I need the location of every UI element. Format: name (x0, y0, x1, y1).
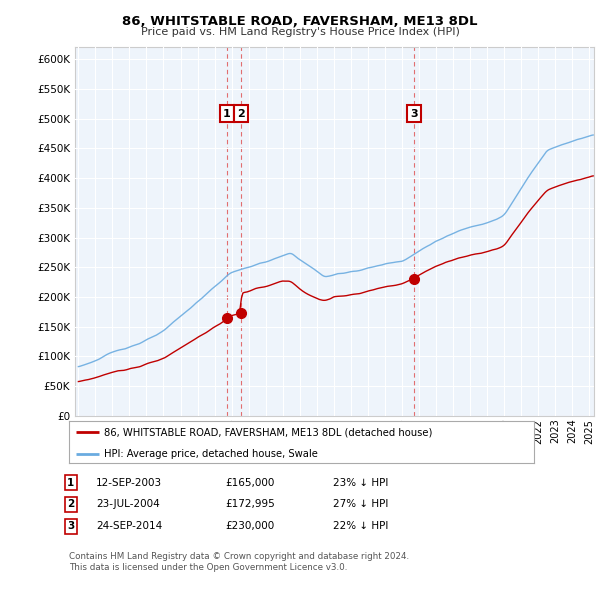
Text: 86, WHITSTABLE ROAD, FAVERSHAM, ME13 8DL (detached house): 86, WHITSTABLE ROAD, FAVERSHAM, ME13 8DL… (104, 427, 432, 437)
Text: 23-JUL-2004: 23-JUL-2004 (96, 500, 160, 509)
Text: 23% ↓ HPI: 23% ↓ HPI (333, 478, 388, 487)
Text: 12-SEP-2003: 12-SEP-2003 (96, 478, 162, 487)
Text: £230,000: £230,000 (225, 522, 274, 531)
Text: 22% ↓ HPI: 22% ↓ HPI (333, 522, 388, 531)
Text: 3: 3 (410, 109, 418, 119)
Text: 1: 1 (223, 109, 230, 119)
Text: 3: 3 (67, 522, 74, 531)
Text: HPI: Average price, detached house, Swale: HPI: Average price, detached house, Swal… (104, 449, 318, 459)
Text: 24-SEP-2014: 24-SEP-2014 (96, 522, 162, 531)
Text: Price paid vs. HM Land Registry's House Price Index (HPI): Price paid vs. HM Land Registry's House … (140, 27, 460, 37)
Text: Contains HM Land Registry data © Crown copyright and database right 2024.
This d: Contains HM Land Registry data © Crown c… (69, 552, 409, 572)
Text: £165,000: £165,000 (225, 478, 274, 487)
Text: 86, WHITSTABLE ROAD, FAVERSHAM, ME13 8DL: 86, WHITSTABLE ROAD, FAVERSHAM, ME13 8DL (122, 15, 478, 28)
Text: 2: 2 (67, 500, 74, 509)
Text: 27% ↓ HPI: 27% ↓ HPI (333, 500, 388, 509)
Text: 2: 2 (237, 109, 245, 119)
Text: 1: 1 (67, 478, 74, 487)
Text: £172,995: £172,995 (225, 500, 275, 509)
